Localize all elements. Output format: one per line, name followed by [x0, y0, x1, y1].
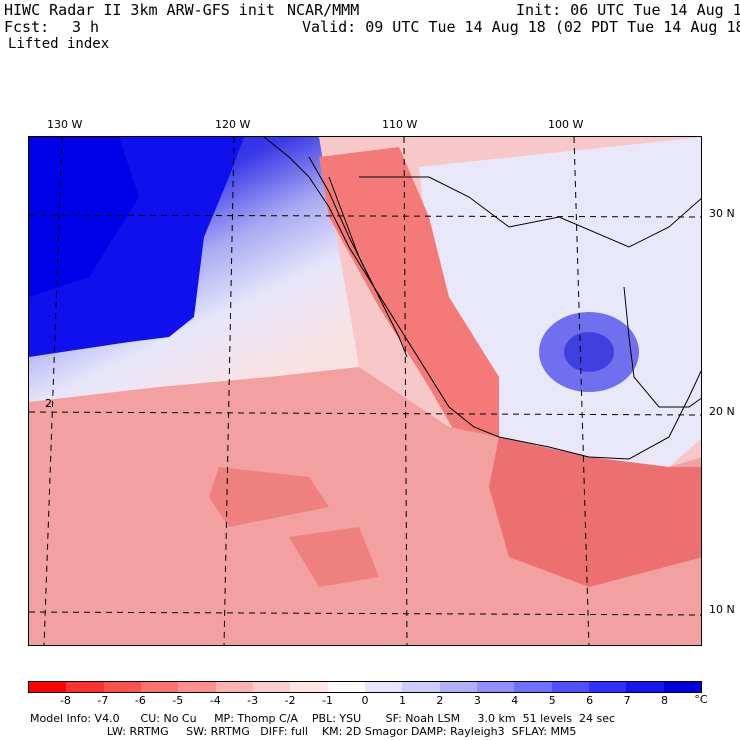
unstable-core-south [489, 437, 701, 587]
colorbar-tick-label: -2 [284, 694, 296, 707]
colorbar-swatch [551, 682, 589, 692]
colorbar-tick-label: 2 [436, 694, 444, 707]
colorbar-swatch [215, 682, 253, 692]
colorbar-swatch [514, 682, 552, 692]
sierra-madre-unstable [319, 147, 499, 457]
colorbar-tick-label: 6 [586, 694, 594, 707]
plateau-stable-core [564, 332, 614, 372]
lon-label-130w: 130 W [47, 118, 83, 131]
lifted-index-map: 2 [28, 136, 702, 646]
colorbar-swatch [178, 682, 216, 692]
colorbar-tick-label: -1 [322, 694, 334, 707]
graticule [29, 137, 701, 645]
lat-label-30n: 30 N [709, 207, 735, 220]
deep-stable-core [29, 137, 139, 297]
colorbar-swatch [439, 682, 477, 692]
model-title: HIWC Radar II 3km ARW-GFS init [4, 1, 275, 19]
colorbar-swatch [402, 682, 440, 692]
colorbar-tick-label: 3 [473, 694, 481, 707]
colorbar-swatch [103, 682, 141, 692]
colorbar-tick-label: -3 [247, 694, 259, 707]
unstable-patch-1 [209, 467, 329, 527]
us-mexico-border [359, 176, 701, 248]
colorbar-swatch [290, 682, 328, 692]
colorbar-tick-label: -6 [134, 694, 146, 707]
colorbar-tick-label: -8 [59, 694, 71, 707]
colorbar-tick-label: -5 [172, 694, 184, 707]
baja-west-coast [308, 156, 375, 288]
fcst-value: 3 h [72, 18, 100, 36]
gulf-coastline [623, 286, 701, 408]
field-name: Lifted index [8, 36, 110, 52]
colorbar [28, 681, 702, 693]
contour-label-2: 2 [45, 397, 52, 410]
org-label: NCAR/MMM [287, 1, 360, 19]
colorbar-swatch [66, 682, 104, 692]
pacific-coastline [263, 137, 701, 460]
colorbar-tick-label: 8 [661, 694, 669, 707]
lon-label-110w: 110 W [382, 118, 418, 131]
colorbar-swatch [626, 682, 664, 692]
colorbar-tick-label: -7 [97, 694, 109, 707]
colorbar-tick-label: -4 [209, 694, 221, 707]
colorbar-swatch [476, 682, 515, 692]
colorbar-swatch [140, 682, 179, 692]
lon-label-100w: 100 W [548, 118, 584, 131]
unstable-patch-2 [289, 527, 379, 587]
map-svg [29, 137, 701, 645]
colorbar-tick-label: 4 [511, 694, 519, 707]
colorbar-swatch [588, 682, 627, 692]
colorbar-swatch [364, 682, 403, 692]
tropical-unstable-band [29, 367, 701, 645]
colorbar-tick-label: 7 [623, 694, 631, 707]
lat-label-20n: 20 N [709, 405, 735, 418]
colorbar-swatch [327, 682, 365, 692]
colorbar-tick-label: 5 [548, 694, 556, 707]
colorbar-tick-label: 1 [398, 694, 406, 707]
colorbar-swatch [252, 682, 291, 692]
fcst-label: Fcst: [4, 18, 50, 36]
model-info-line-2: LW: RRTMG SW: RRTMG DIFF: full KM: 2D Sm… [30, 725, 577, 738]
colorbar-unit: °C [694, 693, 708, 706]
colorbar-swatch [29, 682, 67, 692]
init-time: Init: 06 UTC Tue 14 Aug 18 [516, 1, 740, 19]
colorbar-tick-label: 0 [361, 694, 369, 707]
colorbar-swatch [663, 682, 701, 692]
valid-time: Valid: 09 UTC Tue 14 Aug 18 (02 PDT Tue … [302, 18, 740, 36]
lon-label-120w: 120 W [215, 118, 251, 131]
model-info-line-1: Model Info: V4.0 CU: No Cu MP: Thomp C/A… [30, 712, 616, 725]
lat-label-10n: 10 N [709, 603, 735, 616]
